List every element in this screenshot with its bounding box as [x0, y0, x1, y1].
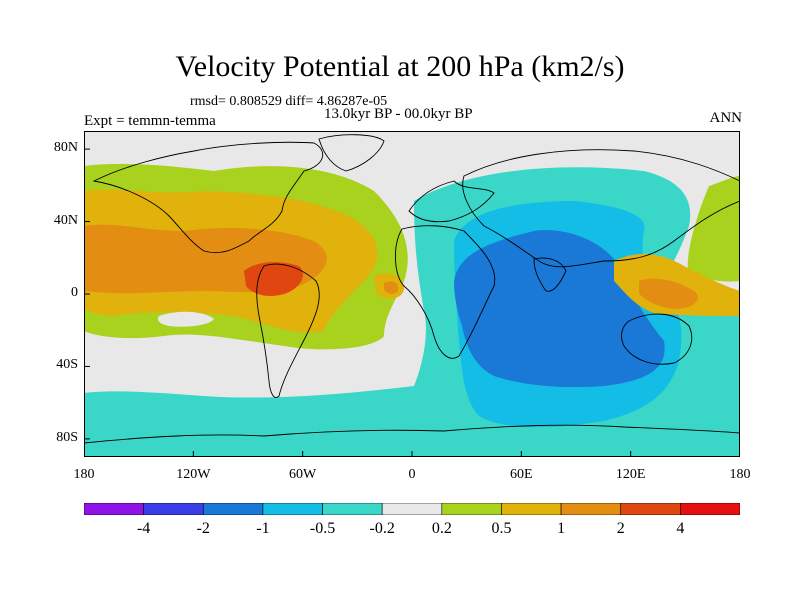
- coastlines: [84, 134, 740, 444]
- plot-title: Velocity Potential at 200 hPa (km2/s): [175, 50, 625, 83]
- colorbar-swatch: [560, 503, 622, 515]
- coast-australia: [621, 313, 693, 365]
- x-tick-label: 180: [73, 467, 95, 482]
- experiment-label: Expt = temmn-temma: [84, 113, 216, 129]
- field-positive-east-1: [639, 278, 698, 309]
- colorbar-label: -0.2: [369, 520, 395, 537]
- coast-africa: [395, 225, 496, 359]
- colorbar: [84, 503, 740, 515]
- coast-north-america: [92, 141, 324, 254]
- colorbar-label: 0.2: [431, 520, 452, 537]
- field-positive-core-atlantic: [384, 281, 399, 294]
- y-tick-label: 40N: [53, 212, 78, 228]
- colorbar-label: -2: [196, 520, 210, 537]
- map-tick-marks: [84, 148, 740, 457]
- colorbar-label: 4: [676, 520, 685, 537]
- coast-europe: [408, 180, 495, 223]
- y-tick-label: 40S: [56, 357, 78, 373]
- colorbar-label: 1: [557, 520, 566, 537]
- colorbar-label: -1: [256, 520, 270, 537]
- x-tick-label: 120E: [615, 467, 646, 482]
- stats-line: rmsd= 0.808529 diff= 4.86287e-05: [190, 94, 388, 109]
- coast-asia: [462, 149, 740, 268]
- colorbar-label: 0.5: [491, 520, 512, 537]
- colorbar-swatch: [84, 503, 144, 515]
- colorbar-label: -4: [136, 520, 151, 537]
- field-gray-pacific: [157, 311, 214, 327]
- y-tick-label: 80N: [53, 140, 78, 156]
- period-label: 13.0kyr BP - 00.0kyr BP: [324, 106, 473, 122]
- colorbar-swatch: [262, 503, 323, 515]
- colorbar-swatch: [381, 503, 443, 515]
- colorbar-swatch: [322, 503, 383, 515]
- x-tick-label: 120W: [176, 467, 211, 482]
- coast-india: [533, 257, 567, 292]
- colorbar-swatch: [501, 503, 562, 515]
- field-positive-east-0.2: [687, 176, 740, 282]
- x-tick-label: 60E: [510, 467, 533, 482]
- coast-antarctica: [84, 424, 740, 444]
- coast-greenland: [318, 134, 385, 172]
- field-positive-2: [244, 262, 304, 297]
- season-label: ANN: [709, 110, 743, 126]
- colorbar-swatch: [143, 503, 204, 515]
- colorbar-label: 2: [616, 520, 625, 537]
- y-tick-label: 0: [71, 285, 78, 300]
- colorbar-swatch: [680, 503, 740, 515]
- y-tick-label: 80S: [56, 429, 78, 445]
- colorbar-label: -0.5: [309, 520, 336, 537]
- field-negative-1: [454, 230, 665, 388]
- coast-south-america: [256, 263, 320, 398]
- x-tick-label: 0: [408, 467, 416, 482]
- x-tick-label: 180: [729, 467, 751, 482]
- velocity-potential-map: [84, 131, 740, 457]
- colorbar-swatch: [620, 503, 681, 515]
- colorbar-swatch: [202, 503, 264, 515]
- colorbar-swatch: [441, 503, 502, 515]
- x-tick-label: 60W: [289, 467, 317, 482]
